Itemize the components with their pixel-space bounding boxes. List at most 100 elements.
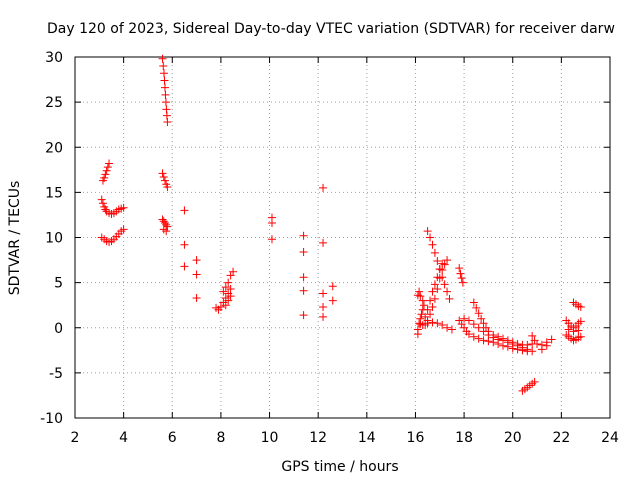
data-point: [460, 314, 469, 323]
data-point: [162, 227, 171, 236]
data-point: [447, 325, 456, 334]
data-point: [428, 240, 437, 249]
data-point: [328, 282, 337, 291]
data-point: [464, 330, 473, 339]
data-point: [479, 336, 488, 345]
data-point: [192, 293, 201, 302]
data-point: [564, 325, 573, 334]
data-point: [479, 319, 488, 328]
data-point: [226, 284, 235, 293]
data-point: [438, 259, 447, 268]
data-point: [299, 247, 308, 256]
data-point: [547, 335, 556, 344]
data-point: [418, 296, 427, 305]
data-point: [224, 278, 233, 287]
data-point: [299, 273, 308, 282]
data-point: [160, 176, 169, 185]
data-point: [445, 294, 454, 303]
data-point: [219, 287, 228, 296]
data-point: [416, 292, 425, 301]
data-point: [192, 270, 201, 279]
data-point: [477, 314, 486, 323]
data-point: [216, 302, 225, 311]
data-point: [180, 240, 189, 249]
data-point: [97, 195, 106, 204]
data-point: [299, 231, 308, 240]
data-point: [435, 265, 444, 274]
data-point: [469, 332, 478, 341]
data-point: [418, 321, 427, 330]
data-point: [161, 98, 170, 107]
data-point: [221, 283, 230, 292]
data-point: [469, 298, 478, 307]
data-point: [433, 319, 442, 328]
data-point: [299, 286, 308, 295]
data-point: [433, 284, 442, 293]
x-tick-label: 6: [168, 430, 177, 446]
data-point: [423, 305, 432, 314]
y-tick-label: 0: [54, 321, 63, 337]
data-point: [458, 278, 467, 287]
data-point: [569, 327, 578, 336]
data-point: [426, 310, 435, 319]
data-point: [484, 330, 493, 339]
data-point: [474, 334, 483, 343]
data-point: [426, 233, 435, 242]
y-tick-label: 20: [45, 140, 63, 156]
data-point: [542, 341, 551, 350]
data-point: [523, 345, 532, 354]
data-point: [319, 183, 328, 192]
data-point: [474, 323, 483, 332]
data-point: [576, 317, 585, 326]
data-point: [319, 238, 328, 247]
data-point: [119, 225, 128, 234]
data-point: [430, 248, 439, 257]
data-point: [469, 320, 478, 329]
data-point: [415, 319, 424, 328]
data-point: [426, 296, 435, 305]
data-point: [319, 289, 328, 298]
y-tick-label: 25: [45, 95, 63, 111]
data-point: [161, 90, 170, 99]
data-point: [423, 319, 432, 328]
data-point: [428, 287, 437, 296]
data-point: [457, 274, 466, 283]
data-point: [430, 294, 439, 303]
data-point: [221, 301, 230, 310]
y-tick-label: 5: [54, 276, 63, 292]
x-tick-label: 16: [407, 430, 425, 446]
data-point: [537, 345, 546, 354]
data-point: [226, 292, 235, 301]
data-point: [160, 83, 169, 92]
data-point: [160, 76, 169, 85]
x-axis: 2 4 6 8 10 12 14 16 18 20 22 24: [71, 57, 619, 446]
data-point: [159, 173, 168, 182]
data-point: [474, 309, 483, 318]
data-point: [101, 205, 110, 214]
data-point: [119, 203, 128, 212]
data-point: [574, 326, 583, 335]
data-point: [443, 323, 452, 332]
x-tick-label: 14: [358, 430, 376, 446]
data-point: [100, 173, 109, 182]
data-point: [421, 312, 430, 321]
y-tick-label: 10: [45, 231, 63, 247]
data-point: [503, 338, 512, 347]
x-axis-label: GPS time / hours: [281, 459, 398, 475]
data-point: [319, 312, 328, 321]
data-point: [430, 280, 439, 289]
grid-lines: [75, 57, 610, 418]
data-point: [105, 159, 114, 168]
data-point: [413, 325, 422, 334]
y-tick-label: 15: [45, 185, 63, 201]
data-point: [513, 341, 522, 350]
data-point: [423, 227, 432, 236]
data-point: [180, 206, 189, 215]
data-point: [494, 335, 503, 344]
y-axis-label: SDTVAR / TECUs: [7, 181, 23, 296]
data-point: [163, 117, 172, 126]
data-point: [433, 273, 442, 282]
data-point: [319, 302, 328, 311]
data-point: [576, 302, 585, 311]
